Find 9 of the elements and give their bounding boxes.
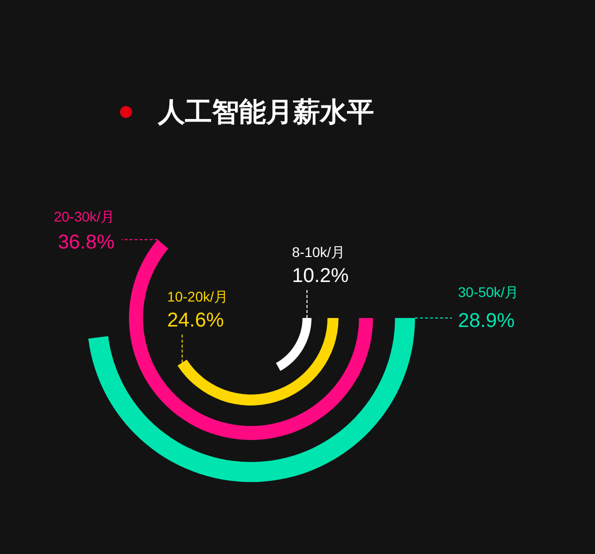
category-label: 10-20k/月 [167, 288, 228, 305]
category-label: 20-30k/月 [54, 208, 115, 225]
data-label: 10.2% [292, 265, 349, 287]
text: 人工智能月薪水平 [157, 97, 374, 127]
category-label: 8-10k/月 [292, 244, 345, 260]
data-label: 36.8% [58, 232, 115, 254]
data-label: 28.9% [458, 310, 515, 332]
category-label: 30-50k/月 [458, 284, 519, 300]
data-label: 24.6% [167, 310, 224, 332]
